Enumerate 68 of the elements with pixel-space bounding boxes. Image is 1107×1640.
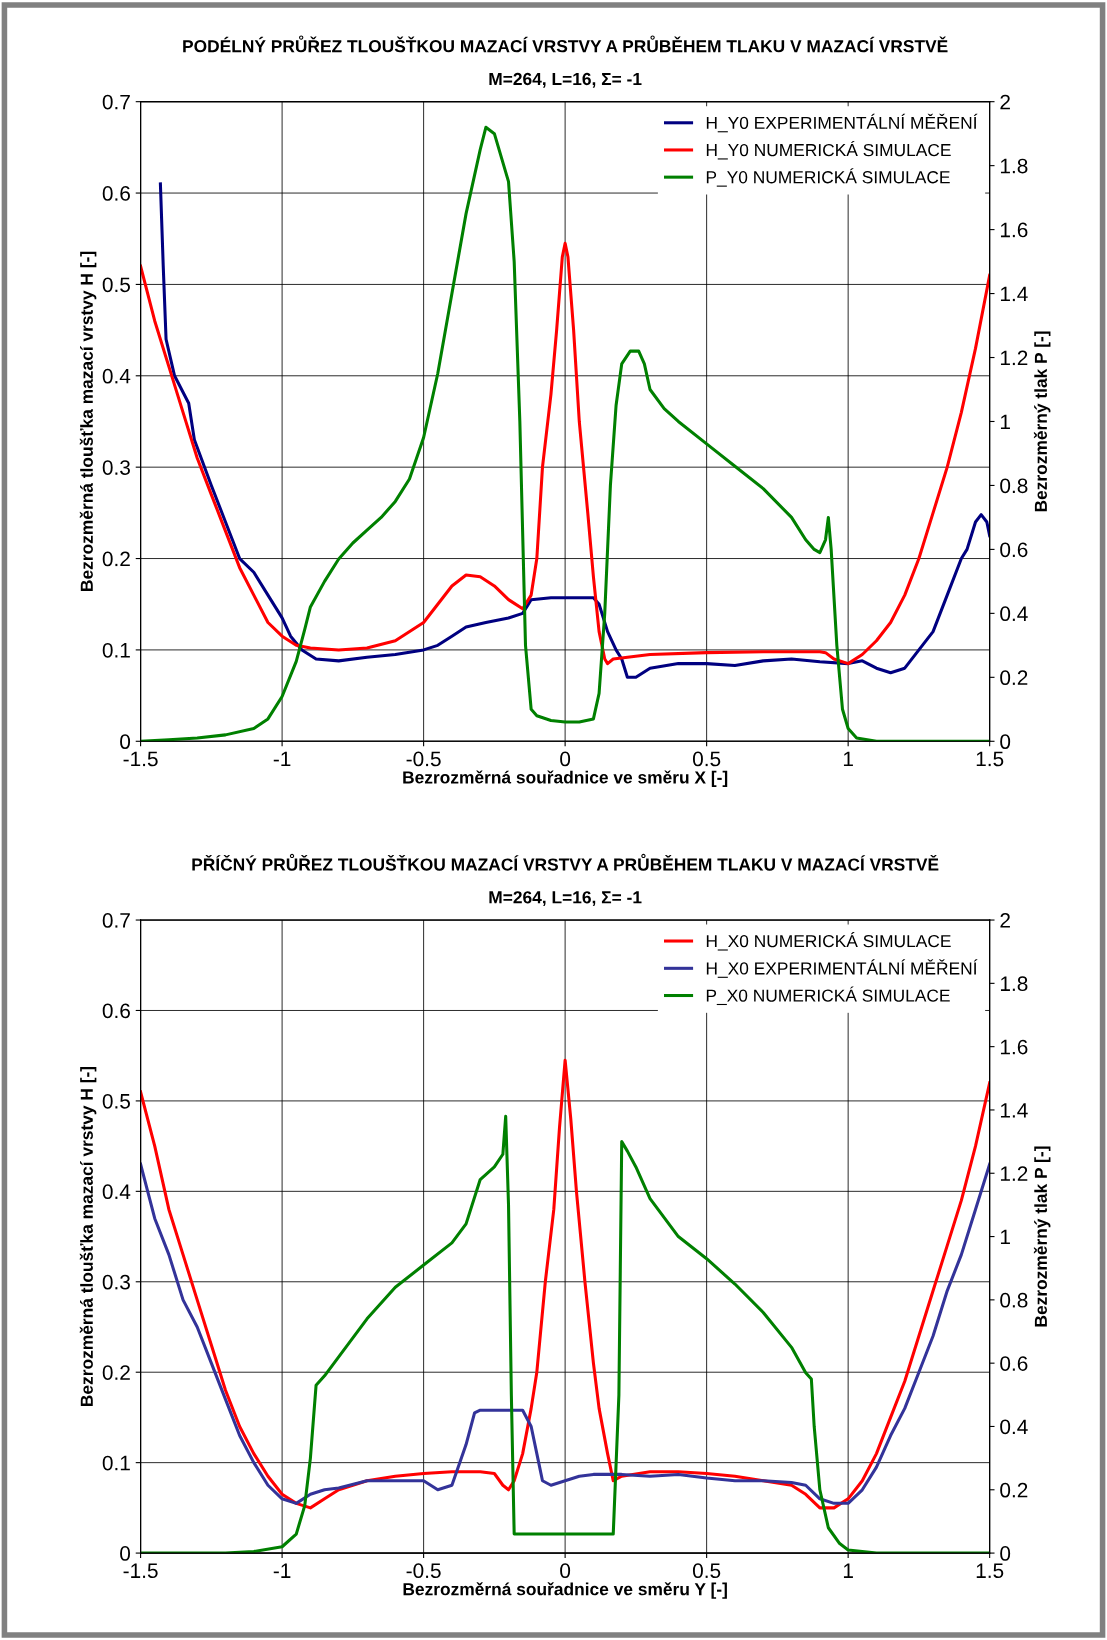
- y2-tick-label: 1.6: [1000, 1039, 1028, 1055]
- legend-label: H_Y0 NUMERICKÁ SIMULACE: [706, 140, 951, 160]
- chart-subtitle: M=264, L=16, Σ= -1: [489, 891, 642, 907]
- legend-label: P_Y0 NUMERICKÁ SIMULACE: [706, 168, 950, 187]
- chart-subtitle: M=264, L=16, Σ= -1: [489, 72, 642, 88]
- y2-tick-label: 1.8: [1000, 976, 1028, 992]
- x-tick-label: -1.5: [123, 751, 158, 767]
- y2-tick-label: 1: [1000, 1229, 1010, 1245]
- y2-tick-label: 2: [1000, 913, 1010, 928]
- y-tick-label: 0.5: [102, 1093, 130, 1109]
- x-tick-label: 0.5: [692, 751, 721, 767]
- x-tick-label: -1: [273, 1563, 291, 1578]
- y-tick-label: 0.3: [102, 460, 130, 475]
- x-tick-label: 1.5: [976, 1563, 1004, 1579]
- y-tick-label: 0.2: [102, 551, 130, 567]
- y2-tick-label: 0.4: [1000, 606, 1028, 622]
- y-tick-label: 0.3: [102, 1274, 130, 1290]
- y2-axis-title: Bezrozměrný tlak P [-]: [1033, 331, 1051, 512]
- chart-title: PODÉLNÝ PRŮŘEZ TLOUŠŤKOU MAZACÍ VRSTVY A PRŮBĚHEM TLAKU V MAZACÍ VRSTVĚ: [183, 35, 948, 53]
- y-tick-label: 0.7: [102, 913, 130, 928]
- y-tick-label: 0.6: [102, 186, 130, 201]
- legend-label: H_X0 EXPERIMENTÁLNÍ MĚŘENÍ: [706, 959, 978, 978]
- y-tick-label: 0.4: [102, 1184, 131, 1200]
- y2-tick-label: 1.6: [1000, 222, 1028, 238]
- y2-tick-label: 1.4: [1000, 286, 1028, 302]
- y-tick-label: 0.1: [102, 1455, 130, 1471]
- y2-tick-label: 0.6: [1000, 542, 1028, 558]
- y2-tick-label: 0.4: [1000, 1419, 1028, 1435]
- y-tick-label: 0.4: [102, 368, 131, 384]
- x-tick-label: -1: [273, 751, 291, 767]
- y-axis-title: Bezrozměrná tloušťka mazací vrstvy H [-]: [79, 1066, 97, 1406]
- x-axis-title: Bezrozměrná souřadnice ve směru X [-]: [403, 770, 728, 787]
- y-tick-label: 0.7: [102, 94, 130, 110]
- legend-label: P_X0 NUMERICKÁ SIMULACE: [706, 986, 950, 1006]
- y2-tick-label: 1.4: [1000, 1103, 1028, 1118]
- x-axis-title: Bezrozměrná souřadnice ve směru Y [-]: [403, 1582, 727, 1599]
- y2-tick-label: 0.2: [1000, 670, 1028, 686]
- y2-tick-label: 1.2: [1000, 1166, 1028, 1181]
- x-tick-label: 1: [843, 751, 853, 767]
- y2-tick-label: 0.8: [1000, 1292, 1028, 1308]
- y-tick-label: 0: [120, 734, 131, 750]
- chart-title: PŘÍČNÝ PRŮŘEZ TLOUŠŤKOU MAZACÍ VRSTVY A PRŮBĚHEM TLAKU V MAZACÍ VRSTVĚ: [192, 853, 939, 871]
- x-tick-label: 1: [843, 1563, 853, 1578]
- legend-label: H_Y0 EXPERIMENTÁLNÍ MĚŘENÍ: [706, 113, 978, 133]
- y2-tick-label: 1: [1000, 414, 1010, 430]
- y-tick-label: 0.5: [102, 277, 130, 293]
- y-tick-label: 0.2: [102, 1365, 130, 1380]
- y-axis-title: Bezrozměrná tloušťka mazací vrstvy H [-]: [79, 251, 97, 591]
- y2-tick-label: 1.2: [1000, 350, 1028, 366]
- y-tick-label: 0.1: [102, 642, 130, 658]
- legend-label: H_X0 NUMERICKÁ SIMULACE: [706, 932, 951, 951]
- x-tick-label: -0.5: [406, 751, 441, 767]
- y2-tick-label: 0.8: [1000, 478, 1028, 494]
- y2-tick-label: 0.2: [1000, 1482, 1028, 1498]
- y-tick-label: 0.6: [102, 1003, 130, 1019]
- y2-tick-label: 0: [1000, 1546, 1011, 1561]
- y2-axis-title: Bezrozměrný tlak P [-]: [1033, 1146, 1051, 1327]
- y2-tick-label: 0.6: [1000, 1356, 1028, 1371]
- x-tick-label: 0: [560, 1563, 571, 1579]
- x-tick-label: -0.5: [406, 1563, 441, 1579]
- y2-tick-label: 1.8: [1000, 158, 1028, 174]
- x-tick-label: 0.5: [692, 1563, 721, 1579]
- y2-tick-label: 0: [1000, 734, 1011, 750]
- y2-tick-label: 2: [1000, 94, 1010, 110]
- x-tick-label: 1.5: [976, 751, 1004, 767]
- y-tick-label: 0: [120, 1546, 131, 1561]
- x-tick-label: 0: [560, 751, 571, 767]
- x-tick-label: -1.5: [123, 1563, 158, 1579]
